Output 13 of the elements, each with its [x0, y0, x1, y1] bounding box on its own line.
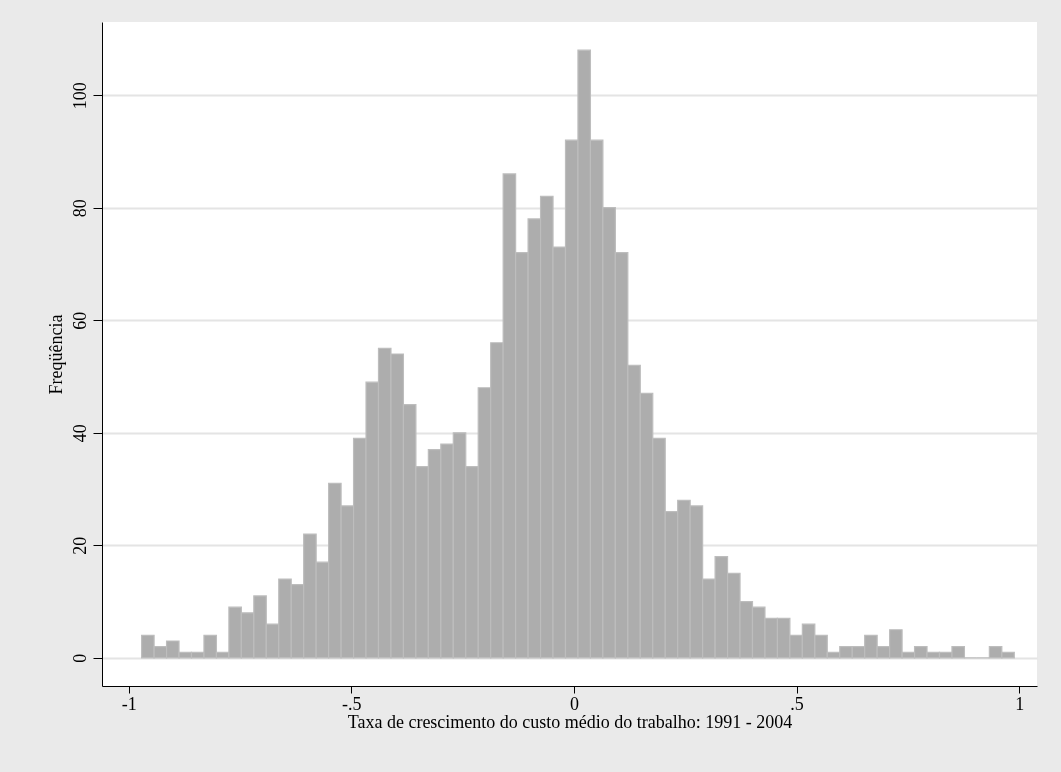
x-tick-label: 0	[569, 693, 579, 714]
y-axis-title: Freqüência	[45, 314, 66, 395]
y-tick-label: 100	[69, 82, 90, 110]
y-tick-label: 80	[69, 199, 90, 218]
y-tick-label: 20	[69, 536, 90, 555]
x-tick-label: .5	[790, 693, 804, 714]
y-tick-label: 40	[69, 424, 90, 443]
x-tick-label: 1	[1015, 693, 1025, 714]
x-tick-label: -1	[121, 693, 137, 714]
x-axis-title: Taxa de crescimento do custo médio do trabalho: 1991 - 2004	[347, 711, 793, 732]
y-tick-label: 0	[69, 653, 90, 663]
y-tick-label: 60	[69, 311, 90, 330]
x-tick-label: -.5	[342, 693, 362, 714]
